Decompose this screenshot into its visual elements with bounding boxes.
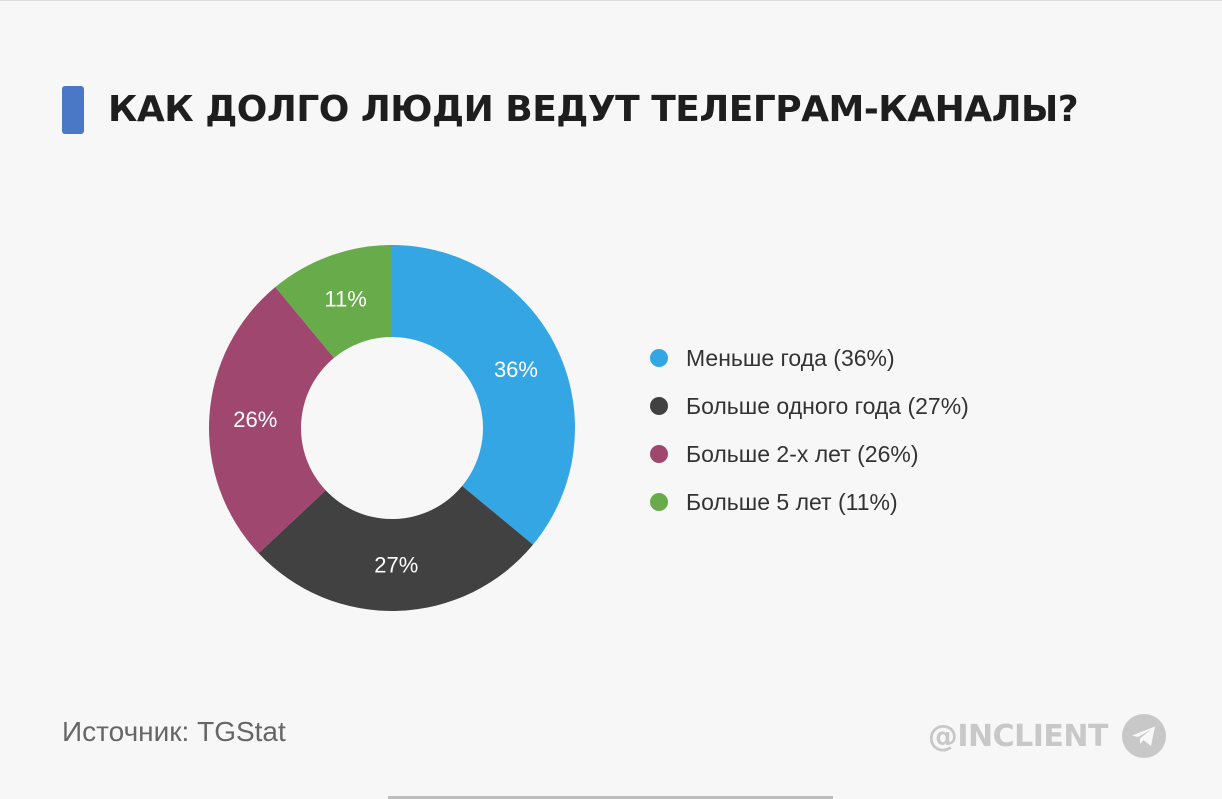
source-label: Источник: TGStat — [62, 716, 286, 747]
telegram-icon — [1122, 714, 1166, 758]
slice-label-1: 36% — [494, 357, 538, 382]
legend-item-3: Больше 2-х лет (26%) — [650, 430, 969, 478]
donut-chart: 36% 27% 26% 11% — [209, 245, 575, 611]
brand-watermark: @INCLIENT — [928, 714, 1166, 758]
legend-label: Больше 5 лет (11%) — [686, 488, 898, 515]
brand-name: @INCLIENT — [927, 718, 1109, 754]
chart-title: КАК ДОЛГО ЛЮДИ ВЕДУТ ТЕЛЕГРАМ-КАНАЛЫ? — [108, 89, 1079, 130]
donut-slice-3 — [209, 286, 334, 554]
legend-swatch — [650, 445, 668, 463]
slice-label-4: 11% — [324, 287, 366, 312]
donut-slice-4 — [275, 245, 392, 358]
legend-swatch — [650, 493, 668, 511]
top-divider — [0, 0, 1222, 1]
legend-swatch — [650, 349, 668, 367]
legend-label: Меньше года (36%) — [686, 344, 895, 371]
legend-label: Больше 2-х лет (26%) — [686, 440, 919, 467]
legend-item-2: Больше одного года (27%) — [650, 382, 969, 430]
donut-slice-2 — [258, 486, 534, 611]
bottom-scroll-bar — [388, 796, 833, 799]
legend-item-1: Меньше года (36%) — [650, 334, 969, 382]
legend-label: Больше одного года (27%) — [686, 392, 969, 419]
legend-item-4: Больше 5 лет (11%) — [650, 478, 969, 526]
legend-swatch — [650, 397, 668, 415]
donut-slice-1 — [392, 245, 575, 545]
slice-label-3: 26% — [233, 407, 277, 432]
slice-label-2: 27% — [374, 552, 418, 577]
title-accent-bar — [62, 86, 84, 134]
chart-legend: Меньше года (36%) Больше одного года (27%… — [650, 334, 969, 526]
